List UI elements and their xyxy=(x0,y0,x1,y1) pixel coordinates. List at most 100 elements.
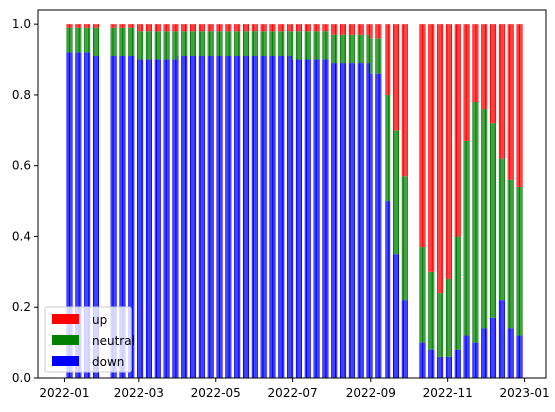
bar-up xyxy=(191,24,193,32)
bar-up xyxy=(295,24,297,32)
bar-down xyxy=(511,328,513,378)
bar-down xyxy=(181,56,183,378)
bar-down xyxy=(172,59,174,378)
bar-up xyxy=(403,24,405,177)
bar-down xyxy=(190,56,192,378)
bar-down xyxy=(334,63,336,378)
bar-up xyxy=(510,24,512,180)
bar-down xyxy=(221,56,223,378)
bar-neutral xyxy=(360,34,362,64)
bar-neutral xyxy=(457,236,459,350)
bar-up xyxy=(76,24,78,28)
bar-neutral xyxy=(395,130,397,255)
bar-down xyxy=(229,56,231,378)
bar-down xyxy=(183,56,185,378)
bar-up xyxy=(375,24,377,39)
bar-down xyxy=(128,56,130,378)
bar-down xyxy=(145,59,147,378)
bar-up xyxy=(150,24,152,32)
bar-neutral xyxy=(237,31,239,56)
bar-neutral xyxy=(520,186,522,336)
bar-down xyxy=(437,356,439,378)
bar-down xyxy=(253,56,255,378)
bar-neutral xyxy=(437,293,439,357)
bar-up xyxy=(278,24,280,32)
bar-neutral xyxy=(71,27,73,53)
bar-up xyxy=(221,24,223,32)
bar-down xyxy=(244,56,246,378)
bar-down xyxy=(419,342,421,378)
bar-up xyxy=(159,24,161,32)
bar-neutral xyxy=(342,34,344,64)
bar-neutral xyxy=(246,31,248,56)
bar-down xyxy=(375,73,377,378)
bar-up xyxy=(148,24,150,32)
bar-down xyxy=(442,356,444,378)
bar-neutral xyxy=(357,34,359,64)
bar-up xyxy=(516,24,518,187)
bar-up xyxy=(219,24,221,32)
bar-up xyxy=(519,24,521,187)
legend-entry-neutral: neutral xyxy=(52,334,135,348)
bar-down xyxy=(473,342,475,378)
bar-down xyxy=(484,328,486,378)
bar-down xyxy=(70,52,72,379)
bar-neutral xyxy=(370,38,372,74)
bar-up xyxy=(92,24,94,28)
bar-down xyxy=(138,59,140,378)
bar-up xyxy=(387,24,389,95)
bar-down xyxy=(273,56,275,378)
bar-neutral xyxy=(254,31,256,56)
bar-down xyxy=(149,59,151,378)
bar-down xyxy=(77,52,79,379)
bar-up xyxy=(166,24,168,32)
bar-neutral xyxy=(221,31,223,56)
bar-down xyxy=(123,56,125,378)
bar-up xyxy=(520,24,522,187)
bar-up xyxy=(483,24,485,110)
bar-neutral xyxy=(459,236,461,350)
bar-down xyxy=(92,56,94,378)
bar-up xyxy=(333,24,335,35)
bar-up xyxy=(490,24,492,124)
bar-neutral xyxy=(261,31,263,56)
bar-down xyxy=(316,59,318,378)
bars-group xyxy=(66,24,523,379)
bar-down xyxy=(217,56,219,378)
bar-neutral xyxy=(442,293,444,357)
bar-up xyxy=(230,24,232,32)
bar-neutral xyxy=(211,31,213,56)
x-tick-label: 2022-09 xyxy=(346,386,396,400)
bar-down xyxy=(263,56,265,378)
bar-down xyxy=(507,328,509,378)
bar-neutral xyxy=(403,176,405,301)
bar-up xyxy=(345,24,347,35)
bar-neutral xyxy=(333,34,335,64)
bar-neutral xyxy=(343,34,345,64)
bar-neutral xyxy=(195,31,197,56)
bar-neutral xyxy=(292,31,294,60)
bar-up xyxy=(430,24,432,272)
bar-neutral xyxy=(75,27,77,53)
bar-up xyxy=(395,24,397,131)
bar-down xyxy=(89,52,91,379)
bar-neutral xyxy=(307,31,309,60)
bar-up xyxy=(210,24,212,32)
bar-up xyxy=(207,24,209,32)
bar-neutral xyxy=(186,31,188,56)
bar-down xyxy=(254,56,256,378)
bar-down xyxy=(350,63,352,378)
bar-down xyxy=(167,59,169,378)
bar-up xyxy=(476,24,478,102)
bar-down xyxy=(516,335,518,378)
bar-up xyxy=(454,24,456,237)
bar-up xyxy=(377,24,379,39)
bar-up xyxy=(316,24,318,32)
bar-up xyxy=(265,24,267,32)
bar-up xyxy=(173,24,175,32)
bar-down xyxy=(295,59,297,378)
bar-neutral xyxy=(484,109,486,329)
bar-down xyxy=(450,356,452,378)
bar-neutral xyxy=(154,31,156,60)
bar-down xyxy=(521,335,523,378)
